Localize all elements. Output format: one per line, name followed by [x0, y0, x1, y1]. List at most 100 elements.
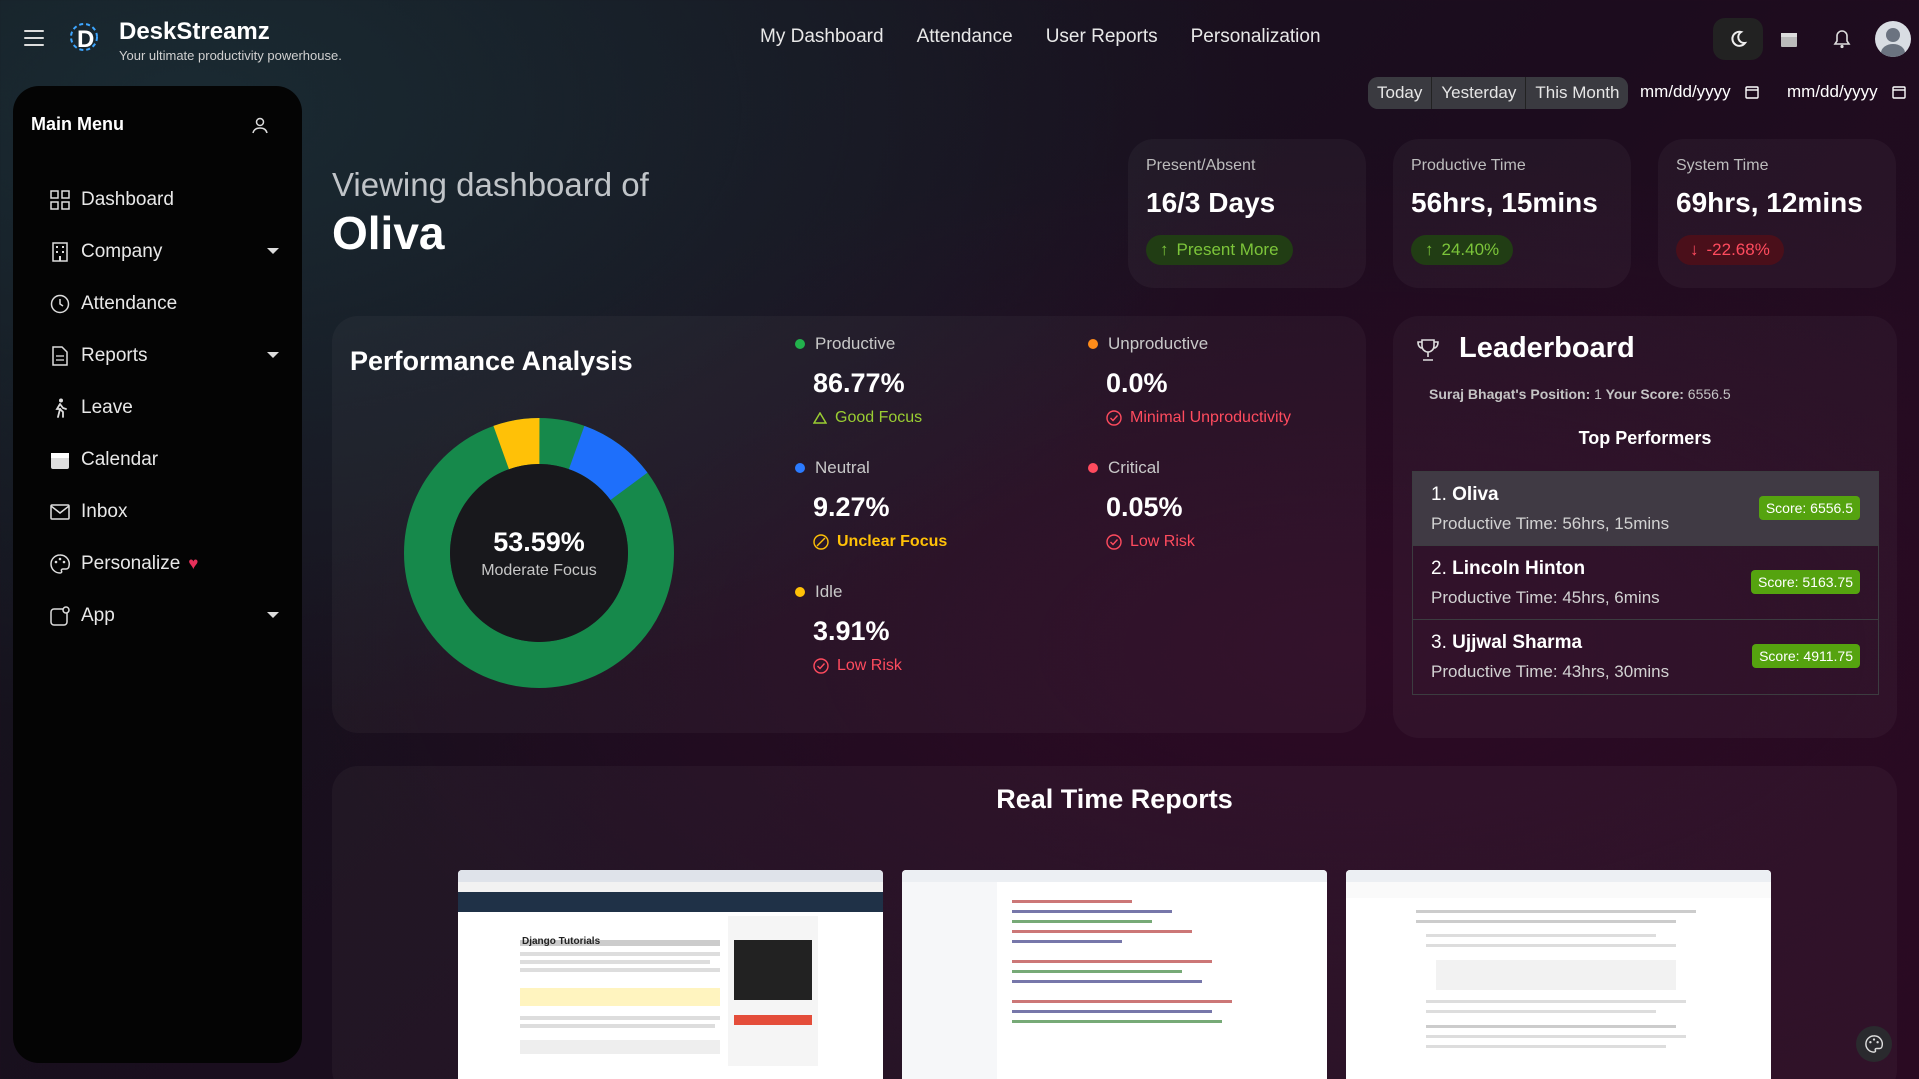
performer-rank: 3.: [1431, 632, 1447, 653]
metric-label: Neutral: [815, 458, 870, 477]
metric-value: 9.27%: [813, 492, 890, 522]
screenshot-thumbnail[interactable]: [1346, 870, 1771, 1079]
sidebar-item-leave[interactable]: Leave: [49, 382, 279, 434]
performer-name-text: Lincoln Hinton: [1452, 558, 1586, 579]
calendar-icon[interactable]: [1744, 85, 1759, 99]
stat-label: Present/Absent: [1146, 157, 1256, 174]
theme-palette-button[interactable]: [1856, 1026, 1892, 1062]
trophy-icon: [1417, 339, 1439, 361]
thumbnail-image: [458, 870, 883, 1066]
user-icon[interactable]: [251, 116, 269, 134]
leaderboard-row[interactable]: 2. Lincoln Hinton Productive Time: 45hrs…: [1413, 546, 1878, 620]
avatar[interactable]: [1875, 21, 1911, 57]
svg-text:D: D: [77, 26, 94, 53]
leaderboard-row[interactable]: 1. Oliva Productive Time: 56hrs, 15mins …: [1413, 472, 1878, 546]
triangle-up-icon: [813, 412, 827, 424]
app-icon: [49, 605, 71, 627]
calendar-icon: [49, 449, 71, 471]
metric-critical: Critical 0.05% Low Risk: [1088, 458, 1348, 551]
thumbnail-heading: Django Tutorials: [522, 936, 601, 947]
nav-user-reports[interactable]: User Reports: [1045, 26, 1158, 47]
stat-card-system-time: System Time 69hrs, 12mins ↓ -22.68%: [1658, 139, 1896, 288]
calendar-icon[interactable]: [1779, 29, 1799, 49]
metric-label: Unproductive: [1108, 334, 1209, 353]
metric-neutral: Neutral 9.27% Unclear Focus: [795, 458, 1055, 551]
screenshot-thumbnail[interactable]: [902, 870, 1327, 1079]
legend-dot: [795, 463, 805, 473]
performer-rank: 2.: [1431, 558, 1447, 579]
badge-text: -22.68%: [1706, 240, 1770, 259]
metric-label: Critical: [1108, 458, 1160, 477]
check-circle-icon: [813, 658, 829, 674]
metric-note: Low Risk: [1130, 533, 1195, 550]
metric-note: Low Risk: [837, 657, 902, 674]
performance-title: Performance Analysis: [350, 346, 633, 376]
legend-dot: [795, 339, 805, 349]
leaderboard-row[interactable]: 3. Ujjwal Sharma Productive Time: 43hrs,…: [1413, 620, 1878, 694]
score-value: 6556.5: [1687, 386, 1731, 402]
donut-center: 53.59% Moderate Focus: [404, 418, 674, 688]
stat-label: System Time: [1676, 157, 1769, 174]
nav-my-dashboard[interactable]: My Dashboard: [760, 26, 884, 47]
metric-label: Idle: [815, 582, 843, 601]
sidebar-title: Main Menu: [31, 114, 124, 134]
sidebar-item-attendance[interactable]: Attendance: [49, 278, 279, 330]
bell-icon[interactable]: [1825, 29, 1859, 49]
walking-icon: [49, 397, 71, 419]
sidebar-item-company[interactable]: Company: [49, 226, 279, 278]
nav-attendance[interactable]: Attendance: [916, 26, 1013, 47]
metric-value: 86.77%: [813, 368, 905, 398]
brand-tagline: Your ultimate productivity powerhouse.: [119, 48, 342, 63]
badge-text: Present More: [1176, 240, 1279, 259]
stat-value: 69hrs, 12mins: [1676, 187, 1863, 218]
metric-value: 0.0%: [1106, 368, 1168, 398]
calendar-icon[interactable]: [1891, 85, 1906, 99]
dark-mode-toggle[interactable]: [1713, 18, 1763, 60]
sidebar-item-reports[interactable]: Reports: [49, 330, 279, 382]
arrow-up-icon: ↑: [1425, 240, 1434, 259]
metric-note: Unclear Focus: [837, 533, 948, 550]
sidebar-item-calendar[interactable]: Calendar: [49, 434, 279, 486]
score-badge: Score: 4911.75: [1752, 644, 1860, 668]
score-badge: Score: 5163.75: [1751, 570, 1860, 594]
sidebar-item-label: App: [81, 605, 115, 626]
sidebar-item-app[interactable]: App: [49, 590, 279, 642]
arrow-up-icon: ↑: [1160, 240, 1169, 259]
range-this-month-button[interactable]: This Month: [1526, 77, 1629, 109]
sidebar-item-label: Leave: [81, 397, 133, 418]
date-from-field[interactable]: mm/dd/yyyy: [1640, 82, 1759, 102]
stat-value: 56hrs, 15mins: [1411, 187, 1598, 218]
sidebar-item-label: Reports: [81, 345, 148, 366]
sidebar-item-label: Inbox: [81, 501, 128, 522]
score-badge: Score: 6556.5: [1758, 496, 1860, 520]
screenshot-thumbnail[interactable]: Django Tutorials: [458, 870, 883, 1079]
nav-personalization[interactable]: Personalization: [1190, 26, 1321, 47]
leaderboard-position: Suraj Bhagat's Position: 1 Your Score: 6…: [1429, 386, 1731, 402]
chevron-down-icon: [267, 612, 279, 618]
performance-donut-chart: [404, 418, 674, 688]
sidebar: Main Menu Dashboard Company Attendance R…: [13, 86, 302, 1063]
stat-value: 16/3 Days: [1146, 187, 1276, 218]
sidebar-item-inbox[interactable]: Inbox: [49, 486, 279, 538]
deskstreamz-logo: D: [70, 23, 98, 53]
palette-icon: [1865, 1035, 1883, 1053]
legend-dot: [795, 587, 805, 597]
date-to-field[interactable]: mm/dd/yyyy: [1787, 82, 1906, 102]
metric-productive: Productive 86.77% Good Focus: [795, 334, 1055, 427]
date-from-placeholder: mm/dd/yyyy: [1640, 82, 1731, 101]
envelope-icon: [49, 501, 71, 523]
real-time-reports-title: Real Time Reports: [996, 784, 1233, 814]
thumbnail-image: [902, 870, 1327, 1079]
hamburger-menu-icon[interactable]: [24, 30, 44, 46]
sidebar-item-label: Calendar: [81, 449, 159, 470]
clock-icon: [49, 293, 71, 315]
sidebar-item-dashboard[interactable]: Dashboard: [49, 174, 279, 226]
stat-card-productive-time: Productive Time 56hrs, 15mins ↑ 24.40%: [1393, 139, 1631, 288]
sidebar-item-personalize[interactable]: Personalize ♥: [49, 538, 279, 590]
range-today-button[interactable]: Today: [1368, 77, 1433, 109]
legend-dot: [1088, 463, 1098, 473]
range-yesterday-button[interactable]: Yesterday: [1432, 77, 1527, 109]
thumbnail-image: [1346, 870, 1771, 1048]
performer-productive-time: Productive Time: 45hrs, 6mins: [1431, 588, 1660, 607]
brand-name: DeskStreamz: [119, 18, 270, 45]
